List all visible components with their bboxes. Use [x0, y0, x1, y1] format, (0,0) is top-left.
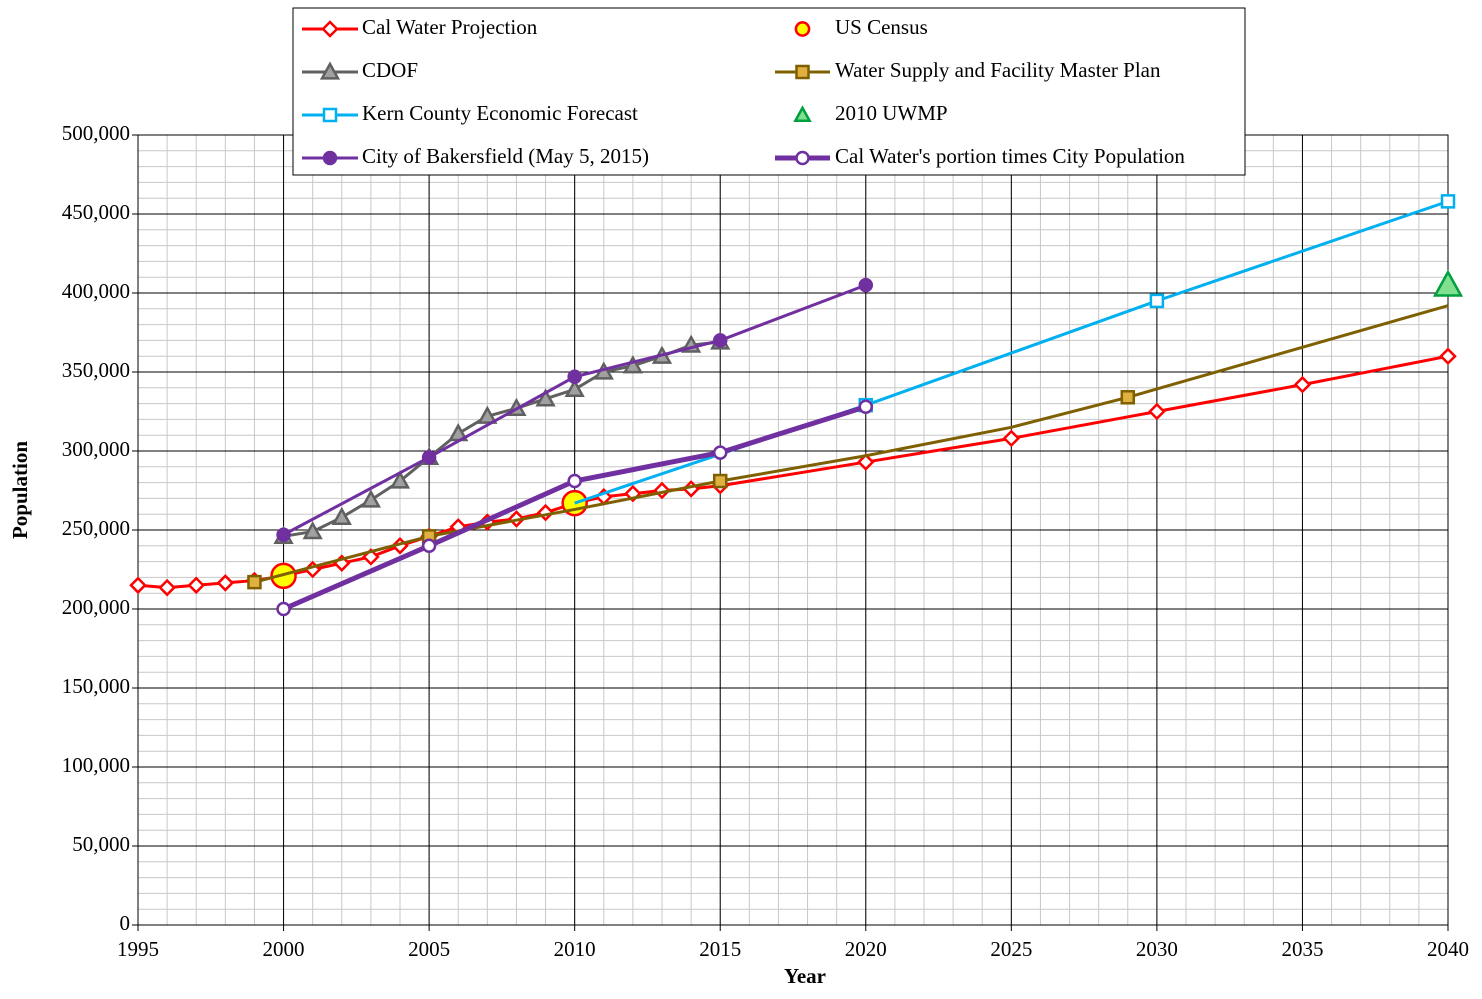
- y-axis-label: Population: [8, 441, 32, 539]
- legend-swatch: [302, 107, 358, 123]
- x-axis-label: Year: [784, 964, 826, 988]
- marker: [158, 578, 176, 597]
- y-tick-label: 350,000: [62, 358, 130, 382]
- legend-label: 2010 UWMP: [835, 101, 948, 125]
- marker: [129, 576, 147, 595]
- marker: [321, 20, 339, 38]
- legend: Cal Water Projection US Census CDOF Water S…: [292, 7, 1246, 176]
- marker: [794, 21, 811, 37]
- marker: [421, 538, 437, 554]
- x-tick-label: 1995: [117, 937, 159, 961]
- legend-swatch: [302, 150, 358, 166]
- marker: [1148, 402, 1166, 421]
- marker: [795, 64, 810, 80]
- legend-swatch: [302, 61, 358, 80]
- marker: [187, 576, 205, 595]
- legend-swatch: [775, 64, 830, 80]
- marker: [360, 489, 382, 508]
- marker: [389, 470, 411, 489]
- legend-box: [292, 7, 1246, 176]
- marker: [331, 506, 352, 526]
- y-tick-label: 300,000: [62, 437, 130, 461]
- x-tick-label: 2025: [990, 937, 1032, 961]
- y-tick-label: 0: [120, 911, 131, 935]
- x-tick-label: 2030: [1136, 937, 1178, 961]
- marker: [857, 453, 875, 471]
- x-tick-label: 2010: [554, 937, 596, 961]
- marker: [793, 105, 812, 122]
- legend-swatch: [794, 21, 811, 37]
- marker: [712, 333, 728, 348]
- legend-label: Water Supply and Facility Master Plan: [835, 58, 1161, 82]
- marker: [1149, 293, 1165, 309]
- marker: [247, 574, 262, 590]
- marker: [276, 527, 291, 542]
- marker: [1432, 269, 1464, 297]
- series-line: [254, 304, 1449, 584]
- marker: [1002, 429, 1021, 448]
- y-tick-label: 50,000: [72, 832, 130, 856]
- marker: [1293, 375, 1312, 394]
- y-tick-label: 250,000: [62, 516, 130, 540]
- marker: [276, 601, 291, 617]
- marker: [567, 369, 582, 384]
- legend-label: US Census: [835, 15, 928, 39]
- x-tick-label: 2035: [1281, 937, 1323, 961]
- series-line: [283, 340, 721, 538]
- marker: [1440, 194, 1456, 209]
- marker: [564, 378, 585, 398]
- marker: [302, 521, 323, 540]
- marker: [622, 355, 644, 374]
- legend-swatch: [302, 20, 358, 38]
- legend-label: City of Bakersfield (May 5, 2015): [362, 144, 649, 168]
- marker: [535, 388, 556, 407]
- marker: [421, 450, 437, 465]
- x-tick-label: 2005: [408, 937, 450, 961]
- x-tick-label: 2040: [1427, 937, 1469, 961]
- y-tick-label: 400,000: [62, 279, 130, 303]
- legend-label: Cal Water's portion times City Populatio…: [835, 144, 1185, 168]
- marker: [319, 61, 341, 80]
- marker: [1439, 347, 1457, 365]
- legend-label: Kern County Economic Forecast: [362, 101, 638, 125]
- y-tick-label: 450,000: [62, 200, 130, 224]
- y-tick-label: 500,000: [62, 121, 130, 145]
- y-tick-label: 200,000: [62, 595, 130, 619]
- marker: [712, 473, 728, 489]
- x-tick-label: 2000: [263, 937, 305, 961]
- legend-label: Cal Water Projection: [362, 15, 538, 39]
- marker: [477, 405, 498, 424]
- y-tick-label: 100,000: [62, 753, 130, 777]
- marker: [1120, 390, 1136, 405]
- marker: [858, 399, 874, 415]
- marker: [795, 150, 810, 166]
- y-tick-label: 150,000: [62, 674, 130, 698]
- marker: [216, 574, 235, 592]
- marker: [712, 445, 728, 460]
- marker: [858, 277, 874, 293]
- x-tick-label: 2020: [845, 937, 887, 961]
- legend-label: CDOF: [362, 58, 418, 82]
- marker: [322, 107, 338, 123]
- legend-swatch: [775, 150, 830, 166]
- legend-swatch: [793, 105, 812, 122]
- x-tick-label: 2015: [699, 937, 741, 961]
- marker: [567, 473, 582, 489]
- marker: [322, 150, 338, 166]
